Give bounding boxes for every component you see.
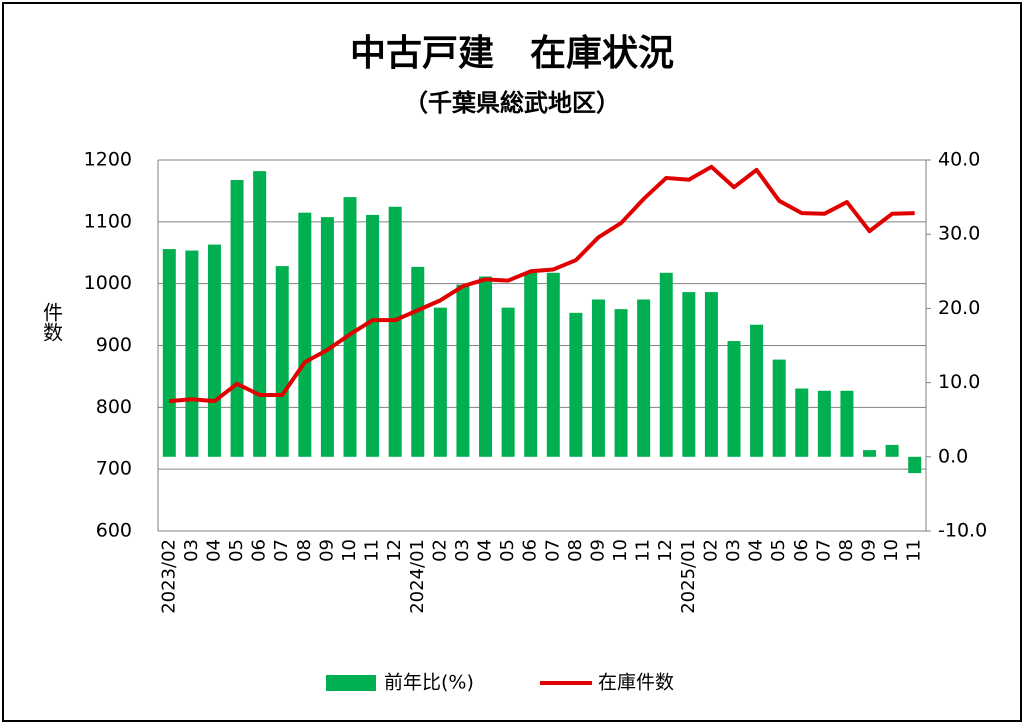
x-tick-label: 07: [542, 539, 563, 562]
y2-tick-label: 0.0: [938, 445, 968, 467]
legend-label: 前年比(%): [384, 672, 474, 694]
bar: [885, 444, 899, 457]
x-tick-label: 07: [813, 539, 834, 562]
x-tick-label: 12: [655, 539, 676, 562]
x-tick-label: 04: [203, 539, 224, 562]
y2-tick-label: 40.0: [938, 149, 980, 171]
x-tick-label: 02: [429, 539, 450, 562]
bar: [569, 312, 583, 457]
bar: [908, 456, 922, 474]
bar: [682, 292, 696, 457]
x-tick-label: 03: [723, 539, 744, 562]
x-tick-label: 06: [249, 539, 270, 562]
bar: [366, 214, 380, 457]
x-tick-label: 2023/02: [158, 539, 179, 614]
x-tick-label: 05: [226, 539, 247, 562]
y-axis-label: 件数: [40, 302, 64, 342]
bar: [750, 324, 764, 457]
legend-swatch: [326, 675, 376, 691]
bar: [727, 341, 741, 457]
x-tick-label: 02: [700, 539, 721, 562]
x-tick-label: 05: [497, 539, 518, 562]
bar: [388, 206, 402, 457]
bar: [298, 212, 312, 457]
x-tick-label: 09: [859, 539, 880, 562]
y-tick-label: 1100: [84, 210, 132, 232]
bar: [185, 250, 199, 457]
x-tick-label: 2024/01: [407, 539, 428, 614]
legend-label: 在庫件数: [598, 672, 674, 694]
bar: [320, 217, 334, 457]
bar: [253, 171, 267, 457]
x-tick-label: 10: [610, 539, 631, 562]
bar: [343, 197, 357, 457]
bar: [524, 272, 538, 457]
chart-title: 中古戸建 在庫状況: [350, 33, 674, 74]
bar: [840, 390, 854, 457]
bar: [546, 272, 560, 457]
chart-subtitle: （千葉県総武地区）: [404, 89, 620, 117]
y-tick-label: 1000: [84, 272, 132, 294]
y2-tick-label: 30.0: [938, 223, 980, 245]
x-tick-label: 08: [836, 539, 857, 562]
x-tick-label: 11: [904, 539, 925, 562]
bar: [456, 284, 470, 457]
line: [169, 164, 915, 404]
x-tick-label: 10: [339, 539, 360, 562]
bar: [433, 307, 447, 457]
x-tick-label: 10: [881, 539, 902, 562]
y2-tick-label: -10.0: [938, 520, 987, 542]
bar: [704, 292, 718, 457]
x-tick-label: 09: [316, 539, 337, 562]
y2-tick-label: 20.0: [938, 297, 980, 319]
x-tick-label: 09: [587, 539, 608, 562]
x-tick-label: 12: [384, 539, 405, 562]
y-tick-label: 700: [96, 458, 132, 480]
x-tick-label: 11: [362, 539, 383, 562]
y-tick-label: 600: [96, 520, 132, 542]
bar: [275, 266, 289, 457]
x-tick-label: 04: [475, 539, 496, 562]
x-tick-label: 03: [181, 539, 202, 562]
bar: [863, 450, 877, 457]
x-tick-label: 08: [294, 539, 315, 562]
x-tick-label: 06: [520, 539, 541, 562]
y2-tick-label: 10.0: [938, 371, 980, 393]
x-tick-label: 03: [452, 539, 473, 562]
bar: [772, 359, 786, 457]
x-tick-label: 05: [768, 539, 789, 562]
bar: [795, 388, 809, 457]
x-tick-label: 08: [565, 539, 586, 562]
bar: [230, 180, 244, 457]
x-tick-label: 06: [791, 539, 812, 562]
y-tick-label: 900: [96, 334, 132, 356]
x-tick-label: 2025/01: [678, 539, 699, 614]
bar: [162, 249, 176, 457]
bar: [207, 244, 221, 457]
bar: [659, 272, 673, 457]
x-tick-label: 07: [271, 539, 292, 562]
x-tick-label: 11: [633, 539, 654, 562]
bar: [479, 276, 493, 457]
y-tick-label: 1200: [84, 149, 132, 171]
bar: [817, 390, 831, 457]
bar: [637, 299, 651, 457]
bar: [411, 266, 425, 457]
bar: [591, 299, 605, 457]
y-tick-label: 800: [96, 396, 132, 418]
bar: [614, 309, 628, 457]
x-tick-label: 04: [746, 539, 767, 562]
bar: [501, 307, 515, 457]
